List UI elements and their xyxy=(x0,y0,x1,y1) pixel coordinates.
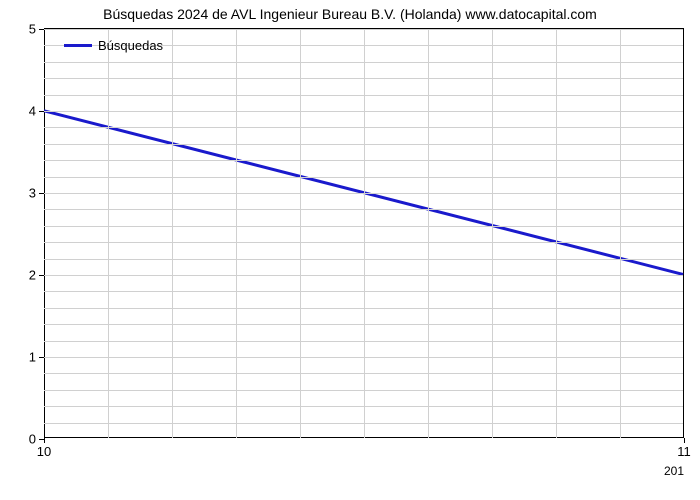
y-tick-mark xyxy=(39,357,44,358)
gridline-v-minor xyxy=(492,29,493,438)
legend-label: Búsquedas xyxy=(98,38,163,53)
y-tick-label: 0 xyxy=(29,432,36,447)
y-tick-mark xyxy=(39,111,44,112)
legend: Búsquedas xyxy=(64,38,163,53)
x-tick-mark xyxy=(44,438,45,443)
legend-swatch xyxy=(64,44,92,47)
gridline-v-minor xyxy=(364,29,365,438)
y-tick-label: 5 xyxy=(29,22,36,37)
y-tick-label: 1 xyxy=(29,350,36,365)
y-tick-label: 2 xyxy=(29,268,36,283)
gridline-v-minor xyxy=(236,29,237,438)
gridline-v-minor xyxy=(620,29,621,438)
y-tick-label: 4 xyxy=(29,104,36,119)
gridline-v-minor xyxy=(428,29,429,438)
y-tick-label: 3 xyxy=(29,186,36,201)
gridline-v-minor xyxy=(108,29,109,438)
chart-title: Búsquedas 2024 de AVL Ingenieur Bureau B… xyxy=(0,6,700,22)
gridline-v-minor xyxy=(556,29,557,438)
secondary-x-label: 201 xyxy=(664,464,684,478)
y-tick-mark xyxy=(39,193,44,194)
x-tick-mark xyxy=(684,438,685,443)
y-tick-mark xyxy=(39,29,44,30)
plot-area: 0123451011 xyxy=(44,28,684,438)
x-tick-label: 11 xyxy=(677,444,691,459)
x-tick-label: 10 xyxy=(37,444,51,459)
y-tick-mark xyxy=(39,275,44,276)
gridline-v-minor xyxy=(300,29,301,438)
gridline-v-minor xyxy=(172,29,173,438)
